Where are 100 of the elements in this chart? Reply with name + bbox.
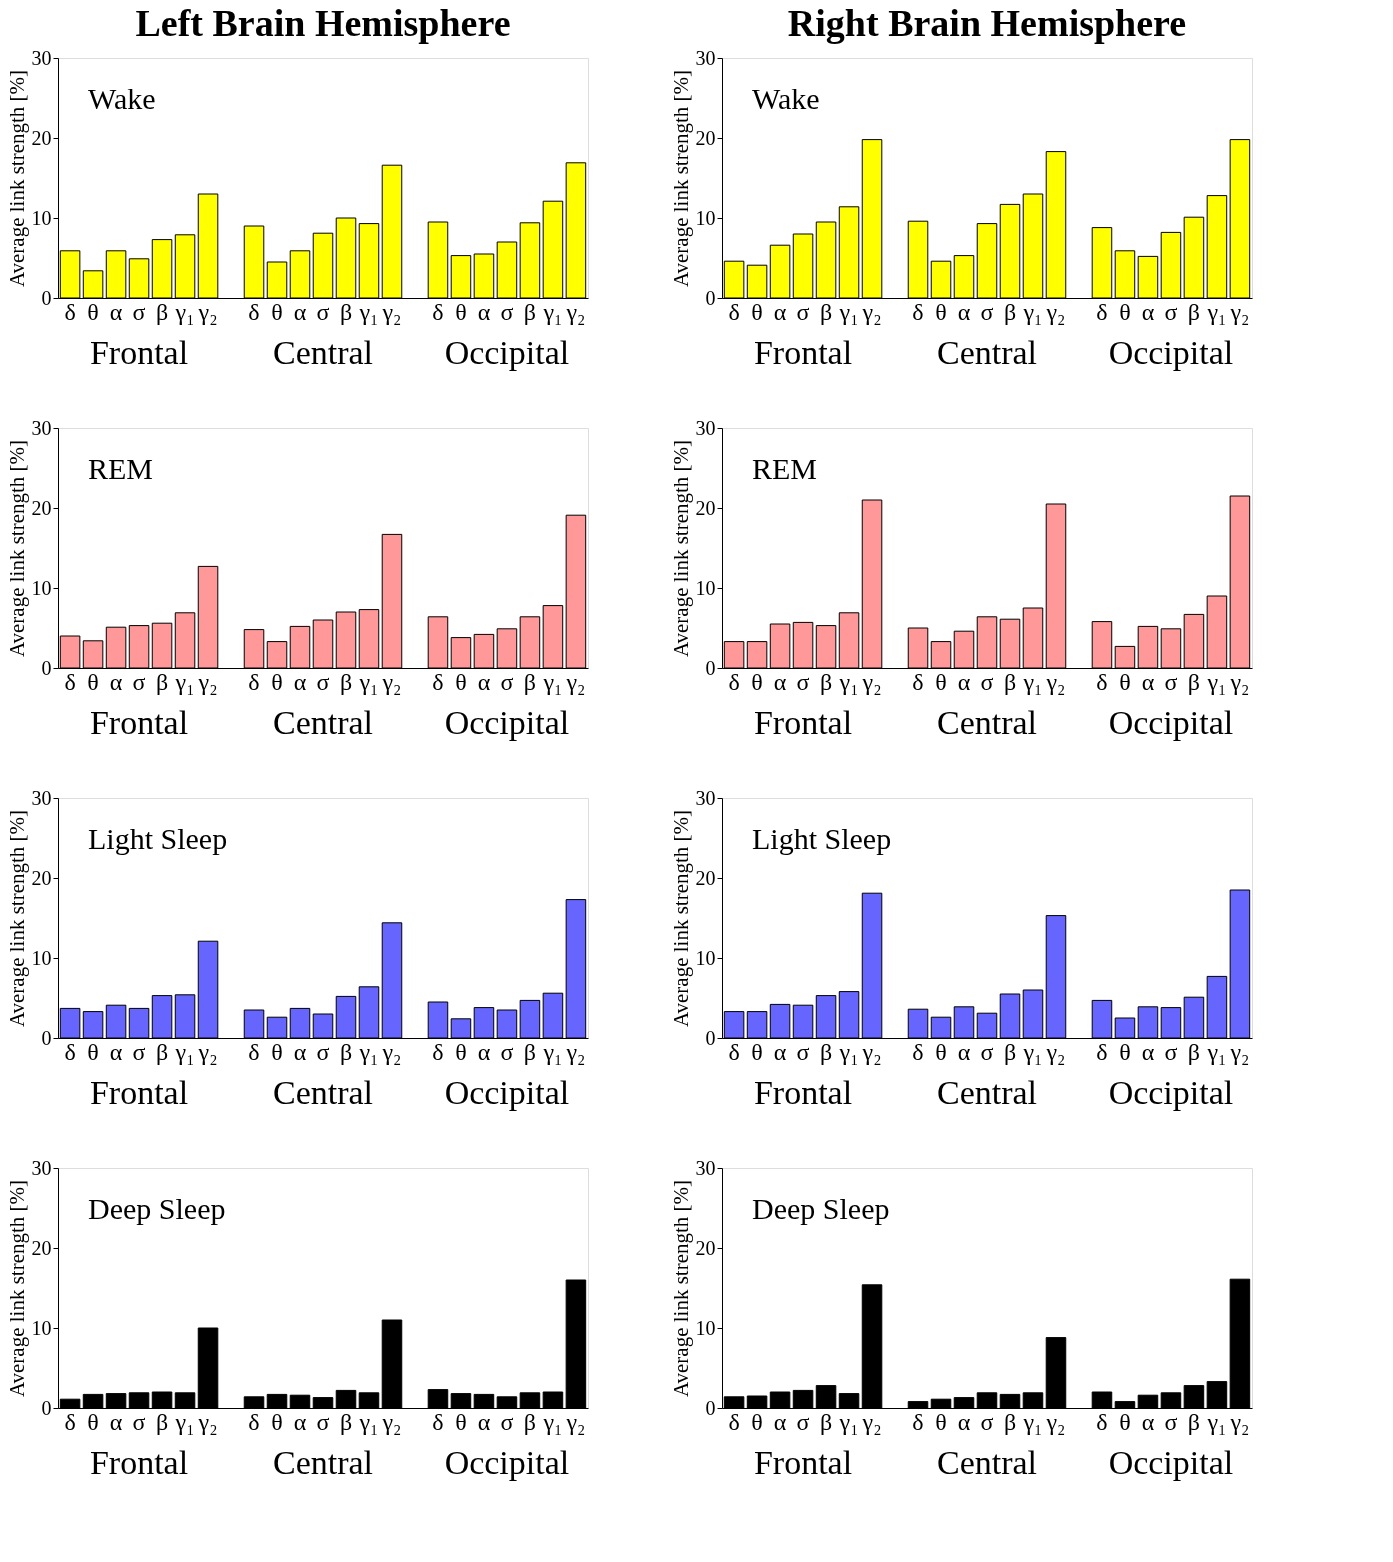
y-tick-label: 20: [695, 1236, 716, 1259]
x-tick-label: δ: [432, 298, 444, 325]
x-tick-label: α: [957, 668, 971, 695]
y-tick-label: 0: [705, 1026, 716, 1049]
y-tick-label: 0: [41, 286, 52, 309]
y-axis-title: Average link strength [%]: [4, 1179, 29, 1398]
x-tick-label: δ: [248, 298, 260, 325]
y-tick-label: 10: [31, 576, 52, 599]
x-tick-label: σ: [316, 1038, 330, 1065]
x-tick-label: β: [339, 298, 353, 325]
text: Central: [936, 1074, 1038, 1111]
text: Frontal: [753, 334, 853, 371]
text: Occipital: [1108, 334, 1234, 371]
x-tick-label: δ: [432, 1038, 444, 1065]
text: Occipital: [444, 1074, 570, 1111]
x-tick-label: α: [957, 298, 971, 325]
text: Light Sleep: [88, 822, 228, 855]
x-tick-label: δ: [1096, 1038, 1108, 1065]
x-tick-label: σ: [500, 1408, 514, 1435]
x-tick-label: γ₂: [565, 1408, 586, 1435]
y-tick-label: 20: [695, 126, 716, 149]
x-tick-label: γ₁: [1206, 668, 1227, 695]
x-tick-label: α: [1141, 668, 1155, 695]
x-tick-label: β: [1187, 298, 1201, 325]
x-tick-label: γ₁: [358, 668, 379, 695]
y-axis-title: Average link strength [%]: [4, 439, 29, 658]
x-tick-label: γ₁: [542, 1408, 563, 1435]
x-tick-label: β: [1003, 298, 1017, 325]
y-tick-label: 30: [31, 1156, 52, 1179]
x-tick-label: α: [1141, 1038, 1155, 1065]
x-tick-label: α: [109, 1038, 123, 1065]
x-tick-label: γ₁: [542, 298, 563, 325]
x-tick-label: δ: [912, 1038, 924, 1065]
x-tick-label: γ₂: [565, 298, 586, 325]
x-tick-label: β: [523, 1408, 537, 1435]
x-tick-label: σ: [980, 1408, 994, 1435]
x-tick-label: θ: [751, 1038, 763, 1065]
x-tick-label: β: [1187, 1408, 1201, 1435]
y-axis-title: Average link strength [%]: [4, 69, 29, 288]
x-tick-label: σ: [132, 298, 146, 325]
text: Central: [272, 1074, 374, 1111]
x-tick-label: δ: [728, 668, 740, 695]
text: Occipital: [1108, 704, 1234, 741]
x-tick-label: γ₂: [381, 298, 402, 325]
y-tick-label: 20: [695, 866, 716, 889]
text: Frontal: [753, 1444, 853, 1481]
x-tick-label: θ: [455, 1038, 467, 1065]
x-tick-label: σ: [796, 668, 810, 695]
x-tick-label: α: [293, 298, 307, 325]
y-tick-label: 20: [31, 1236, 52, 1259]
y-tick-label: 30: [31, 46, 52, 69]
x-tick-label: θ: [1119, 298, 1131, 325]
x-tick-label: α: [109, 1408, 123, 1435]
y-tick-label: 0: [41, 1396, 52, 1419]
x-tick-label: σ: [316, 1408, 330, 1435]
y-axis-title: Average link strength [%]: [4, 809, 29, 1028]
x-tick-label: γ₂: [861, 668, 882, 695]
x-tick-label: δ: [728, 1038, 740, 1065]
x-tick-label: β: [339, 1038, 353, 1065]
y-tick-label: 30: [31, 786, 52, 809]
y-tick-label: 0: [41, 1026, 52, 1049]
text: Frontal: [753, 704, 853, 741]
x-tick-label: α: [957, 1408, 971, 1435]
x-tick-label: θ: [935, 1038, 947, 1065]
x-tick-label: δ: [248, 1408, 260, 1435]
x-tick-label: γ₁: [838, 1038, 859, 1065]
x-tick-label: θ: [271, 1408, 283, 1435]
x-tick-label: β: [155, 668, 169, 695]
y-tick-label: 20: [695, 496, 716, 519]
text: Occipital: [444, 704, 570, 741]
y-tick-label: 20: [31, 126, 52, 149]
y-tick-label: 0: [41, 656, 52, 679]
x-tick-label: γ₂: [197, 1038, 218, 1065]
x-tick-label: γ₂: [1229, 298, 1250, 325]
text: Frontal: [89, 1074, 189, 1111]
text: Occipital: [1108, 1074, 1234, 1111]
x-tick-label: β: [523, 298, 537, 325]
x-tick-label: γ₁: [1022, 668, 1043, 695]
x-tick-label: γ₁: [358, 298, 379, 325]
text: Occipital: [444, 1444, 570, 1481]
text: Central: [936, 1444, 1038, 1481]
x-tick-label: γ₁: [174, 668, 195, 695]
x-tick-label: α: [957, 1038, 971, 1065]
x-tick-label: σ: [796, 298, 810, 325]
x-tick-label: γ₂: [381, 668, 402, 695]
x-tick-label: β: [155, 1038, 169, 1065]
y-tick-label: 10: [31, 206, 52, 229]
x-tick-label: α: [109, 668, 123, 695]
x-tick-label: δ: [912, 1408, 924, 1435]
x-tick-label: γ₁: [1206, 298, 1227, 325]
x-tick-label: β: [1003, 1408, 1017, 1435]
y-tick-label: 20: [31, 866, 52, 889]
y-tick-label: 10: [31, 1316, 52, 1339]
x-tick-label: β: [1187, 668, 1201, 695]
y-tick-label: 0: [705, 656, 716, 679]
text: Deep Sleep: [88, 1192, 226, 1225]
x-tick-label: σ: [980, 668, 994, 695]
x-tick-label: β: [1003, 668, 1017, 695]
x-tick-label: α: [773, 668, 787, 695]
x-tick-label: γ₂: [1229, 1408, 1250, 1435]
